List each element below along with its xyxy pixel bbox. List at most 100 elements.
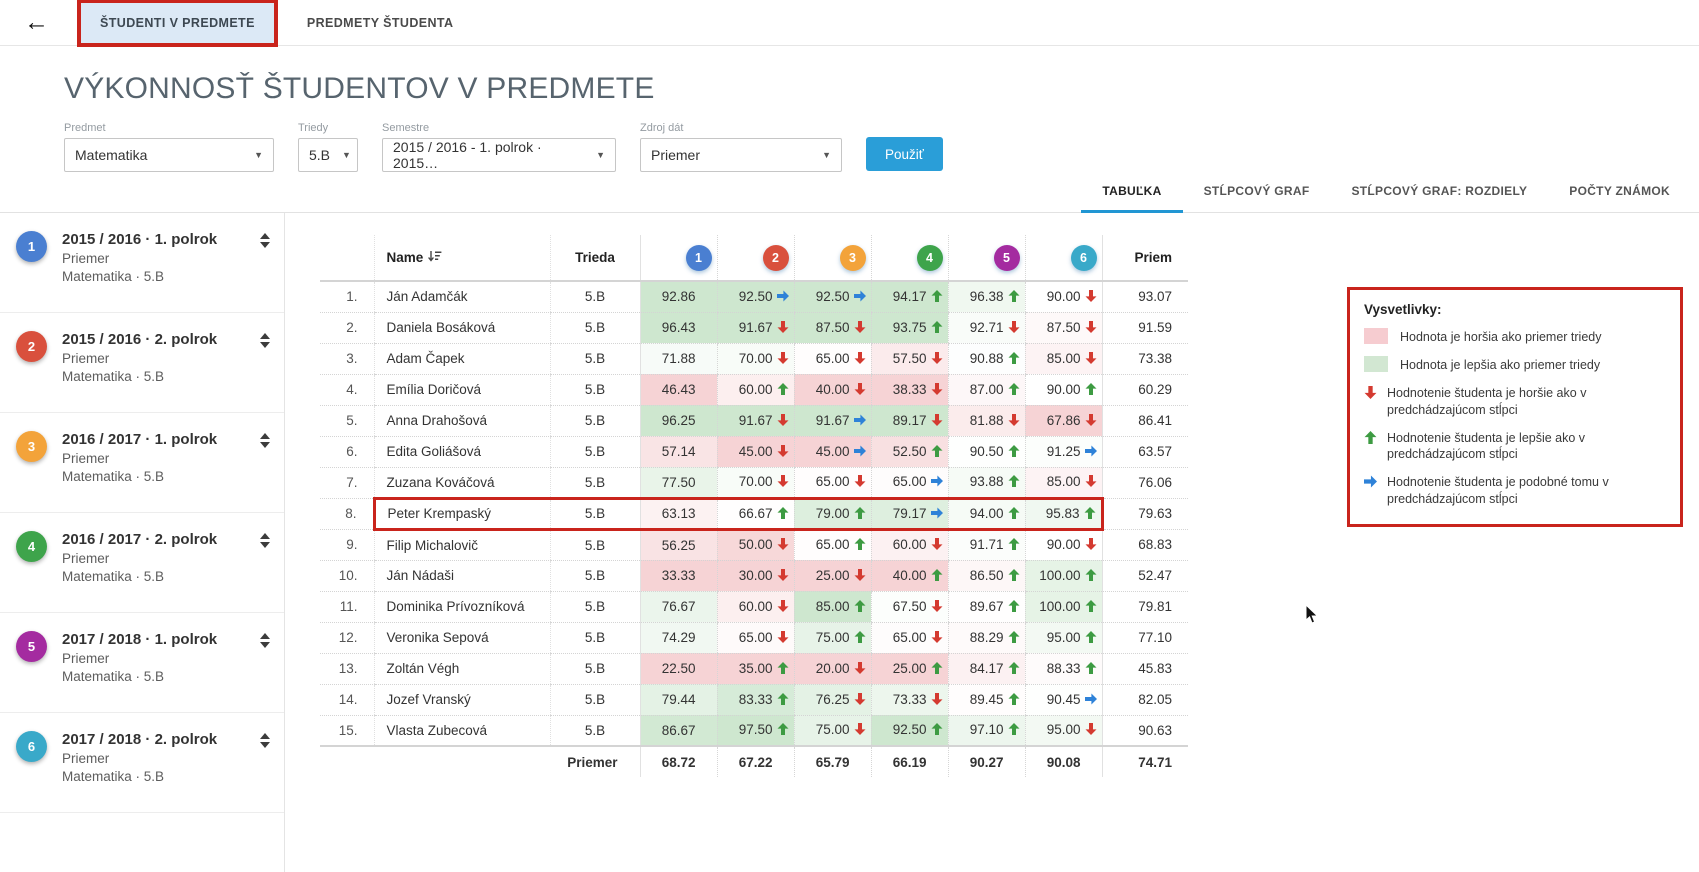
tab-predmety-studenta[interactable]: PREDMETY ŠTUDENTA xyxy=(306,15,454,30)
grade-cell: 90.88 xyxy=(947,343,1025,375)
trend-same-icon xyxy=(853,290,866,302)
semester-list-item[interactable]: 3 2016 / 2017 · 1. polrok Priemer Matematik… xyxy=(0,413,284,513)
student-row[interactable]: 6. Edita Goliášová 5.B 57.14 45.00 45.00 52.50… xyxy=(320,436,1188,468)
reorder-handle-icon[interactable] xyxy=(260,233,270,248)
student-row[interactable]: 11. Dominika Prívozníková 5.B 76.67 60.00 85.… xyxy=(320,591,1188,623)
reorder-handle-icon[interactable] xyxy=(260,733,270,748)
student-average: 68.83 xyxy=(1101,529,1188,561)
student-class: 5.B xyxy=(549,622,640,654)
trend-up-icon xyxy=(777,723,788,736)
top-bar: ← ŠTUDENTI V PREDMETE PREDMETY ŠTUDENTA xyxy=(0,0,1699,46)
trend-down-icon xyxy=(931,351,942,364)
predmet-select[interactable]: Matematika ▼ xyxy=(64,138,274,172)
student-class: 5.B xyxy=(549,312,640,344)
view-tab-pocty-znamok[interactable]: POČTY ZNÁMOK xyxy=(1569,184,1670,198)
semester-list-item[interactable]: 6 2017 / 2018 · 2. polrok Priemer Matematik… xyxy=(0,713,284,813)
view-tabs-row: TABUĽKA STĹPCOVÝ GRAF STĹPCOVÝ GRAF: ROZ… xyxy=(0,174,1699,213)
filter-bar: Predmet Matematika ▼ Triedy 5.B ▼ Semest… xyxy=(64,122,1699,172)
column-badge-6: 6 xyxy=(1070,244,1097,271)
trend-up-icon xyxy=(854,599,865,612)
triedy-select[interactable]: 5.B ▼ xyxy=(298,138,358,172)
column-header-4[interactable]: 4 xyxy=(870,235,948,282)
grade-cell: 91.67 xyxy=(716,312,794,344)
trend-same-icon xyxy=(1084,693,1097,704)
student-row[interactable]: 15. Vlasta Zubecová 5.B 86.67 97.50 75.00 92.5… xyxy=(320,715,1188,747)
student-row[interactable]: 10. Ján Nádaši 5.B 33.33 30.00 25.00 40.00 86.5… xyxy=(320,560,1188,592)
student-row[interactable]: 12. Veronika Sepová 5.B 74.29 65.00 75.00 65.0… xyxy=(320,622,1188,654)
trend-same-icon xyxy=(930,475,943,487)
reorder-handle-icon[interactable] xyxy=(260,633,270,648)
view-tab-stlpcovy-graf-rozdiely[interactable]: STĹPCOVÝ GRAF: ROZDIELY xyxy=(1351,184,1528,198)
reorder-handle-icon[interactable] xyxy=(260,533,270,548)
student-row[interactable]: 4. Emília Doričová 5.B 46.43 60.00 40.00 38.33… xyxy=(320,374,1188,406)
semester-number-badge: 1 xyxy=(16,231,47,262)
student-average: 73.38 xyxy=(1101,343,1188,375)
semester-number-badge: 3 xyxy=(16,431,47,462)
grade-cell: 57.14 xyxy=(639,436,717,468)
reorder-handle-icon[interactable] xyxy=(260,433,270,448)
semester-list-item[interactable]: 4 2016 / 2017 · 2. polrok Priemer Matematik… xyxy=(0,513,284,613)
student-row[interactable]: 1. Ján Adamčák 5.B 92.86 92.50 92.50 94.17 96.3… xyxy=(320,281,1188,313)
trend-up-icon xyxy=(777,506,788,519)
column-badge-3: 3 xyxy=(839,244,866,271)
reorder-handle-icon[interactable] xyxy=(260,333,270,348)
semester-list-item[interactable]: 5 2017 / 2018 · 1. polrok Priemer Matematik… xyxy=(0,613,284,713)
student-row[interactable]: 5. Anna Drahošová 5.B 96.25 91.67 91.67 89.17 8… xyxy=(320,405,1188,437)
grade-cell: 89.17 xyxy=(870,405,948,437)
student-class: 5.B xyxy=(549,653,640,685)
grade-cell: 35.00 xyxy=(716,653,794,685)
student-class: 5.B xyxy=(549,715,640,747)
grade-cell: 88.33 xyxy=(1024,653,1102,685)
name-header[interactable]: Name xyxy=(373,235,550,282)
semestre-select[interactable]: 2015 / 2016 - 1. polrok · 2015… ▼ xyxy=(382,138,616,172)
rank-cell: 5. xyxy=(320,405,374,437)
rank-cell: 2. xyxy=(320,312,374,344)
grade-cell: 65.00 xyxy=(716,622,794,654)
trend-up-icon xyxy=(931,723,942,736)
rank-cell: 12. xyxy=(320,622,374,654)
view-tab-tabulka[interactable]: TABUĽKA xyxy=(1081,172,1183,213)
column-header-6[interactable]: 6 xyxy=(1024,235,1102,282)
student-row[interactable]: 9. Filip Michalovič 5.B 56.25 50.00 65.00 60.0… xyxy=(320,529,1188,561)
grade-cell: 93.75 xyxy=(870,312,948,344)
student-row[interactable]: 14. Jozef Vranský 5.B 79.44 83.33 76.25 73.33 8… xyxy=(320,684,1188,716)
view-tab-stlpcovy-graf[interactable]: STĹPCOVÝ GRAF xyxy=(1203,184,1310,198)
semester-text: 2017 / 2018 · 2. polrok Priemer Matematika… xyxy=(62,731,217,812)
zdroj-dat-select[interactable]: Priemer ▼ xyxy=(640,138,842,172)
semester-subject-class: Matematika · 5.B xyxy=(62,669,165,685)
trend-up-icon xyxy=(1008,630,1019,643)
apply-button[interactable]: Použiť xyxy=(866,137,943,171)
student-row[interactable]: 3. Adam Čapek 5.B 71.88 70.00 65.00 57.50 90.88… xyxy=(320,343,1188,375)
rank-cell: 6. xyxy=(320,436,374,468)
student-row-highlighted[interactable]: 8. Peter Krempaský 5.B 63.13 66.67 79.00 79.17… xyxy=(320,496,1188,531)
semester-source: Priemer xyxy=(62,251,110,266)
grade-cell: 52.50 xyxy=(870,436,948,468)
trend-same-icon xyxy=(930,507,943,518)
tab-studenti-v-predmete[interactable]: ŠTUDENTI V PREDMETE xyxy=(81,2,274,43)
semester-title: 2017 / 2018 · 2. polrok xyxy=(62,731,218,748)
column-header-1[interactable]: 1 xyxy=(639,235,717,282)
column-header-3[interactable]: 3 xyxy=(793,235,871,282)
grade-cell: 84.17 xyxy=(947,653,1025,685)
grade-cell: 45.00 xyxy=(716,436,794,468)
trend-down-icon xyxy=(854,320,865,333)
table-header-row: Name Trieda 1 2 3 4 5 6 Priem xyxy=(320,235,1188,282)
student-name: Jozef Vranský xyxy=(373,684,550,716)
grade-cell: 73.33 xyxy=(870,684,948,716)
legend-item-better: Hodnota je lepšia ako priemer triedy xyxy=(1364,355,1666,374)
trend-down-icon xyxy=(1085,320,1096,333)
back-arrow-icon[interactable]: ← xyxy=(24,8,49,36)
column-header-2[interactable]: 2 xyxy=(716,235,794,282)
column-header-5[interactable]: 5 xyxy=(947,235,1025,282)
trend-up-icon xyxy=(931,320,942,333)
semester-list-item[interactable]: 1 2015 / 2016 · 1. polrok Priemer Matematik… xyxy=(0,213,284,313)
semester-title: 2016 / 2017 · 2. polrok xyxy=(62,531,218,548)
student-row[interactable]: 13. Zoltán Végh 5.B 22.50 35.00 20.00 25.00 84.… xyxy=(320,653,1188,685)
trend-down-icon xyxy=(931,630,942,643)
grade-cell: 60.00 xyxy=(716,591,794,623)
trend-down-icon xyxy=(931,538,942,550)
student-row[interactable]: 2. Daniela Bosáková 5.B 96.43 91.67 87.50 93.7… xyxy=(320,312,1188,344)
student-name: Zoltán Végh xyxy=(373,653,550,685)
semester-list-item[interactable]: 2 2015 / 2016 · 2. polrok Priemer Matematik… xyxy=(0,313,284,413)
student-row[interactable]: 7. Zuzana Kováčová 5.B 77.50 70.00 65.00 65.00… xyxy=(320,467,1188,499)
